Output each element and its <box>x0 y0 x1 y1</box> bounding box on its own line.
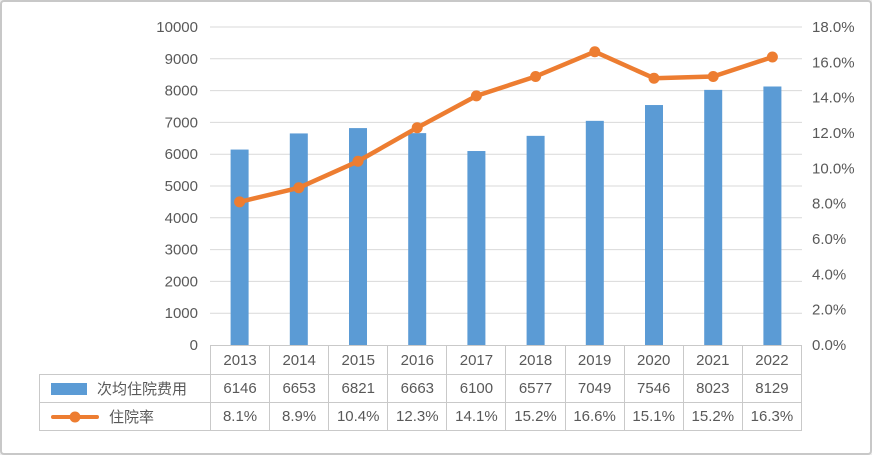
right-axis-tick-label: 8.0% <box>812 196 846 213</box>
year-header-cell: 2013 <box>209 345 271 375</box>
bar-2019 <box>585 120 604 345</box>
right-axis-tick-label: 12.0% <box>812 125 855 142</box>
table-value-cell: 12.3% <box>387 402 448 431</box>
table-value-cell: 15.1% <box>623 402 684 431</box>
table-value-cell: 15.2% <box>682 402 743 431</box>
table-value-cell: 10.4% <box>328 402 389 431</box>
table-value-cell: 16.6% <box>564 402 625 431</box>
table-corner-cell <box>40 346 211 375</box>
year-header-row: 2013 2014 2015 2016 2017 2018 2019 2020 2021 2022 <box>40 345 803 375</box>
series-row: 次均住院费用 6146 6653 6821 6663 6100 6577 7049 7546 80… <box>39 374 803 403</box>
bar-2018 <box>526 135 545 345</box>
right-axis-tick-label: 18.0% <box>812 19 855 36</box>
year-header-cell: 2015 <box>328 345 389 375</box>
left-axis-tick-label: 7000 <box>165 114 198 131</box>
right-axis-tick-label: 16.0% <box>812 54 855 71</box>
line-marker-2022 <box>766 51 778 63</box>
year-header-cell: 2021 <box>682 345 743 375</box>
table-value-cell: 6653 <box>269 374 330 403</box>
bar-2014 <box>289 133 308 345</box>
year-header-cell: 2018 <box>505 345 566 375</box>
legend-item-bar: 次均住院费用 <box>39 374 211 403</box>
table-head: 2013 2014 2015 2016 2017 2018 2019 2020 2021 2022 <box>40 345 803 375</box>
right-axis-tick-label: 0.0% <box>812 337 846 354</box>
table-value-cell: 8129 <box>741 374 803 403</box>
bar-2016 <box>408 133 427 345</box>
year-header-cell: 2019 <box>564 345 625 375</box>
left-axis-tick-label: 1000 <box>165 305 198 322</box>
table-body: 次均住院费用 6146 6653 6821 6663 6100 6577 7049 7546 80… <box>39 374 803 431</box>
table-value-cell: 8.1% <box>209 402 271 431</box>
bar-2013 <box>230 149 249 345</box>
line-marker-2016 <box>411 122 423 134</box>
year-header-cell: 2014 <box>269 345 330 375</box>
line-marker-2017 <box>470 90 482 102</box>
bar-swatch-icon <box>51 382 87 395</box>
table-value-cell: 15.2% <box>505 402 566 431</box>
bar-2015 <box>349 128 367 345</box>
left-axis-tick-label: 6000 <box>165 146 198 163</box>
legend-item-line: 住院率 <box>39 402 211 431</box>
left-axis-tick-label: 5000 <box>165 178 198 195</box>
line-marker-2013 <box>234 196 246 208</box>
line-marker-2020 <box>648 72 660 84</box>
year-header-cell: 2020 <box>623 345 684 375</box>
legend-key: 次均住院费用 <box>41 378 210 399</box>
year-header-cell: 2017 <box>446 345 507 375</box>
bar-2022 <box>763 86 782 345</box>
bar-2021 <box>704 89 723 346</box>
right-axis-tick-label: 6.0% <box>812 231 846 248</box>
right-axis-tick-label: 14.0% <box>812 90 855 107</box>
table-value-cell: 8.9% <box>269 402 330 431</box>
table-value-cell: 6663 <box>387 374 448 403</box>
line-marker-2018 <box>530 70 542 82</box>
table-value-cell: 6577 <box>505 374 566 403</box>
table-value-cell: 6146 <box>209 374 271 403</box>
left-axis-tick-label: 3000 <box>165 242 198 259</box>
legend-label: 次均住院费用 <box>97 381 188 398</box>
series-row: 住院率 8.1% 8.9% 10.4% 12.3% 14.1% 15.2% 16.6% 15.1… <box>39 402 803 431</box>
table-value-cell: 6100 <box>446 374 507 403</box>
table-value-cell: 6821 <box>328 374 389 403</box>
left-axis-tick-label: 2000 <box>165 273 198 290</box>
right-axis-tick-label: 2.0% <box>812 302 846 319</box>
line-series <box>237 49 775 205</box>
left-axis-tick-label: 4000 <box>165 210 198 227</box>
right-axis-tick-label: 10.0% <box>812 160 855 177</box>
bar-2017 <box>467 151 486 345</box>
table-value-cell: 8023 <box>682 374 743 403</box>
table-value-cell: 16.3% <box>741 402 803 431</box>
line-marker-2019 <box>589 46 601 58</box>
table-value-cell: 14.1% <box>446 402 507 431</box>
right-axis-tick-label: 4.0% <box>812 266 846 283</box>
line-marker-2015 <box>352 155 364 167</box>
line-marker-2014 <box>293 182 305 194</box>
bar-2020 <box>645 105 663 345</box>
left-axis-tick-label: 8000 <box>165 83 198 100</box>
chart-data-table: 2013 2014 2015 2016 2017 2018 2019 2020 2021 2022… <box>39 345 803 431</box>
line-swatch-icon <box>51 410 99 423</box>
table-value-cell: 7049 <box>564 374 625 403</box>
year-header-cell: 2016 <box>387 345 448 375</box>
left-axis-tick-label: 10000 <box>156 19 198 36</box>
legend-label: 住院率 <box>109 409 155 426</box>
table-value-cell: 7546 <box>623 374 684 403</box>
year-header-cell: 2022 <box>741 345 803 375</box>
left-axis-tick-label: 9000 <box>165 51 198 68</box>
left-axis-tick-label: 0 <box>190 337 198 354</box>
legend-key: 住院率 <box>41 406 210 427</box>
line-swatch-marker <box>69 411 81 423</box>
line-marker-2021 <box>707 70 719 82</box>
